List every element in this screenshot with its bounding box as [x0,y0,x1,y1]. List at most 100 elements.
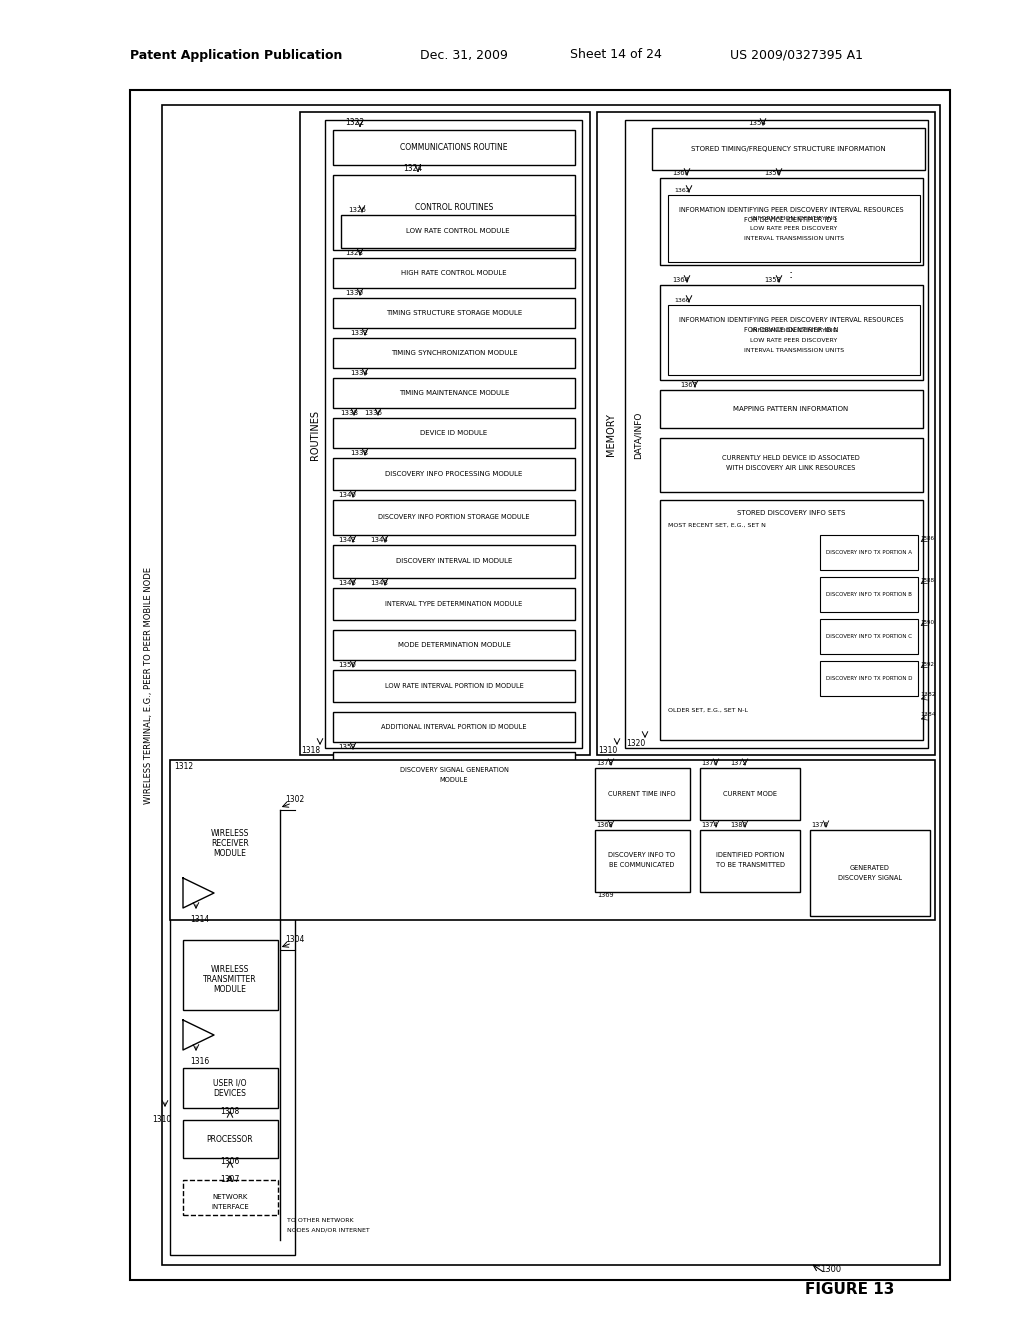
Text: :: : [788,268,794,281]
Text: USER I/O: USER I/O [213,1078,247,1088]
Text: 1380: 1380 [730,822,746,828]
Text: OLDER SET, E.G., SET N-L: OLDER SET, E.G., SET N-L [668,708,748,713]
Bar [625,120,928,748]
Text: DISCOVERY INFO PORTION STORAGE MODULE: DISCOVERY INFO PORTION STORAGE MODULE [378,513,529,520]
Text: DISCOVERY INFO TO: DISCOVERY INFO TO [608,851,676,858]
Text: US 2009/0327395 A1: US 2009/0327395 A1 [730,49,863,62]
Text: FOR DEVICE IDENTIFIER ID N: FOR DEVICE IDENTIFIER ID N [743,327,839,333]
Bar [597,112,935,755]
Bar [333,378,575,408]
Text: DATA/INFO: DATA/INFO [634,412,642,458]
Text: 1322: 1322 [345,117,365,127]
Text: STORED TIMING/FREQUENCY STRUCTURE INFORMATION: STORED TIMING/FREQUENCY STRUCTURE INFORM… [690,147,886,152]
Text: INTERFACE: INTERFACE [211,1204,249,1210]
Text: 1374: 1374 [701,822,718,828]
Text: 1386: 1386 [920,536,934,541]
Bar [820,661,918,696]
Bar [162,106,940,1265]
Text: 1316: 1316 [190,1057,210,1067]
Text: Sheet 14 of 24: Sheet 14 of 24 [570,49,662,62]
Text: 1388: 1388 [920,578,934,583]
Text: 1352: 1352 [338,744,355,750]
Text: 1372: 1372 [730,760,746,766]
Text: CURRENTLY HELD DEVICE ID ASSOCIATED: CURRENTLY HELD DEVICE ID ASSOCIATED [722,455,860,461]
Text: 1368: 1368 [596,822,612,828]
Bar [820,619,918,653]
Text: INFORMATION IDENTIFYING: INFORMATION IDENTIFYING [751,327,838,333]
Bar [333,257,575,288]
Text: DISCOVERY INFO PROCESSING MODULE: DISCOVERY INFO PROCESSING MODULE [385,471,522,477]
Text: 1328: 1328 [345,249,362,256]
Text: 1312: 1312 [174,762,194,771]
Text: WITH DISCOVERY AIR LINK RESOURCES: WITH DISCOVERY AIR LINK RESOURCES [726,465,856,471]
Text: INTERVAL TRANSMISSION UNITS: INTERVAL TRANSMISSION UNITS [744,235,844,240]
Bar [820,577,918,612]
Text: MEMORY: MEMORY [606,413,616,457]
Text: 1332: 1332 [350,330,368,337]
Bar [333,176,575,249]
Text: 1326: 1326 [348,207,366,213]
Text: CURRENT MODE: CURRENT MODE [723,791,777,797]
Text: 1340: 1340 [338,492,356,498]
Bar [130,90,950,1280]
Bar [333,129,575,165]
Text: LOW RATE INTERVAL PORTION ID MODULE: LOW RATE INTERVAL PORTION ID MODULE [385,682,523,689]
Bar [660,500,923,741]
Text: 1320: 1320 [626,739,645,748]
Bar [341,215,575,248]
Text: ROUTINES: ROUTINES [310,411,319,459]
Text: 1362: 1362 [674,187,690,193]
Text: 1384: 1384 [920,713,936,718]
Text: 1358: 1358 [764,277,780,282]
Bar [170,760,935,920]
Text: PROCESSOR: PROCESSOR [207,1134,253,1143]
Text: NETWORK: NETWORK [212,1195,248,1200]
Text: 1342: 1342 [338,537,355,543]
Bar [183,1068,278,1107]
Text: TRANSMITTER: TRANSMITTER [203,975,257,985]
Bar [183,1119,278,1158]
Text: TO OTHER NETWORK: TO OTHER NETWORK [287,1217,353,1222]
Text: DEVICE ID MODULE: DEVICE ID MODULE [421,430,487,436]
Text: WIRELESS: WIRELESS [211,829,249,838]
Text: LOW RATE CONTROL MODULE: LOW RATE CONTROL MODULE [407,228,510,234]
Text: 1324: 1324 [403,164,422,173]
Bar [333,458,575,490]
Text: DISCOVERY INFO TX PORTION B: DISCOVERY INFO TX PORTION B [826,591,912,597]
Text: TO BE TRANSMITTED: TO BE TRANSMITTED [716,862,784,869]
Text: TIMING STRUCTURE STORAGE MODULE: TIMING STRUCTURE STORAGE MODULE [386,310,522,315]
Bar [183,800,278,869]
Text: 1348: 1348 [370,579,388,586]
Text: DISCOVERY INFO TX PORTION D: DISCOVERY INFO TX PORTION D [825,676,912,681]
Text: 1354: 1354 [748,120,766,125]
Text: 1334: 1334 [350,370,368,376]
Text: TIMING MAINTENANCE MODULE: TIMING MAINTENANCE MODULE [398,389,509,396]
Text: MODE DETERMINATION MODULE: MODE DETERMINATION MODULE [397,642,510,648]
Text: 1304: 1304 [285,936,304,945]
Text: 1356: 1356 [764,170,780,176]
Bar [660,285,923,380]
Text: MAPPING PATTERN INFORMATION: MAPPING PATTERN INFORMATION [733,407,849,412]
Text: MODULE: MODULE [214,986,247,994]
Bar [820,535,918,570]
Text: Dec. 31, 2009: Dec. 31, 2009 [420,49,508,62]
Text: NODES AND/OR INTERNET: NODES AND/OR INTERNET [287,1228,370,1233]
Bar [668,305,920,375]
Text: DISCOVERY INFO TX PORTION A: DISCOVERY INFO TX PORTION A [826,550,912,554]
Text: 1306: 1306 [220,1158,240,1167]
Bar [333,500,575,535]
Text: Patent Application Publication: Patent Application Publication [130,49,342,62]
Text: INTERVAL TRANSMISSION UNITS: INTERVAL TRANSMISSION UNITS [744,347,844,352]
Text: 1338: 1338 [350,450,368,455]
Text: ADDITIONAL INTERVAL PORTION ID MODULE: ADDITIONAL INTERVAL PORTION ID MODULE [381,723,526,730]
Text: LOW RATE PEER DISCOVERY: LOW RATE PEER DISCOVERY [751,338,838,342]
Text: 1382: 1382 [920,693,936,697]
Bar [333,711,575,742]
Text: 1360: 1360 [672,170,689,176]
Bar [333,298,575,327]
Bar [333,630,575,660]
Text: INFORMATION IDENTIFYING PEER DISCOVERY INTERVAL RESOURCES: INFORMATION IDENTIFYING PEER DISCOVERY I… [679,207,903,213]
Text: 1369: 1369 [597,892,613,898]
Bar [333,587,575,620]
Bar [668,195,920,261]
